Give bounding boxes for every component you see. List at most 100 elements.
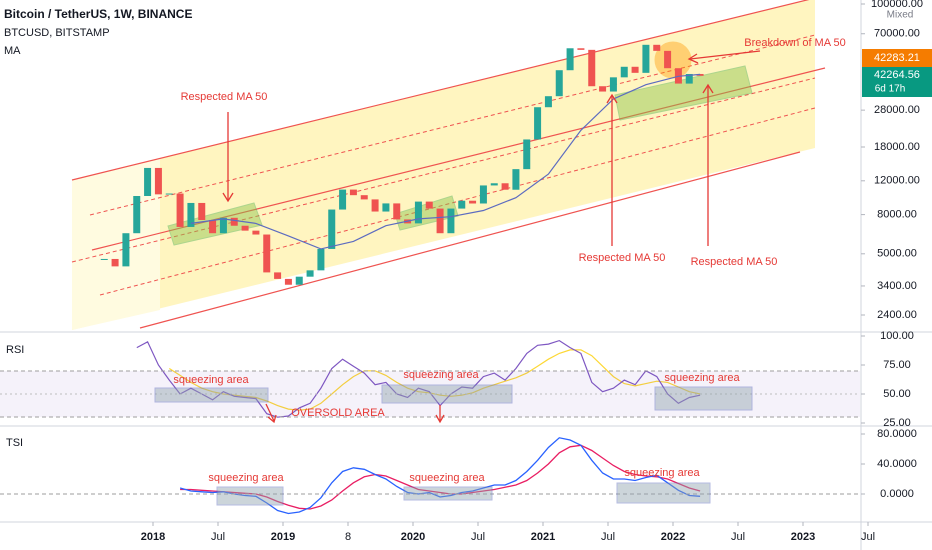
candle [144,167,152,196]
candle [230,217,238,226]
candle [512,169,520,190]
candle [544,96,552,108]
value-tick-label: 12000.00 [874,175,920,187]
annotation: Respected MA 50 [181,91,268,103]
value-tick-label: 3400.00 [877,280,917,292]
candle [566,48,574,71]
compare-price: 42283.21 [874,52,920,64]
candle [165,193,173,195]
candle [479,185,487,204]
candle [555,70,563,97]
channel-bottom [139,151,801,329]
candle [219,217,227,234]
candle [295,276,303,285]
candle [263,234,271,273]
time-tick-label: 8 [345,531,351,543]
candle [588,49,596,87]
time-tick-label: 2020 [401,531,425,543]
tsi-line [179,437,701,515]
arrows [222,50,761,424]
value-tick-label: 25.00 [883,417,911,429]
pane-label: TSI [6,437,23,449]
annotation: Respected MA 50 [691,256,778,268]
value-tick-label: 18000.00 [874,141,920,153]
time-tick-label: 2022 [661,531,685,543]
candle [631,66,639,73]
indicator-label: MA [4,45,21,57]
candle [187,202,195,227]
candle [469,200,477,204]
candle [371,199,379,212]
candle [328,209,336,249]
candle [209,219,217,234]
candle [360,195,368,200]
value-tick-label: 28000.00 [874,104,920,116]
candle [393,203,401,220]
candle [133,196,141,234]
annotation: squeezing area [409,472,485,484]
time-tick-label: 2018 [141,531,165,543]
candle [642,44,650,73]
breakdown-circle [654,41,692,79]
value-tick-label: 5000.00 [877,248,917,260]
candle [664,50,672,69]
candle [534,107,542,140]
time-tick-label: 2023 [791,531,815,543]
value-tick-label: 2400.00 [877,309,917,321]
annotation: Breakdown of MA 50 [744,37,846,49]
value-tick-label: 0.0000 [880,488,914,500]
squeeze-box [381,384,513,404]
candle [154,167,162,195]
last-price-tag [862,67,932,97]
candle [284,278,292,285]
annotation: squeezing area [624,467,700,479]
compare-price-tag [862,49,932,67]
candle [609,77,617,92]
candle [349,189,357,196]
annotation: squeezing area [173,374,249,386]
rsi-line [136,339,701,418]
candle [685,73,693,84]
time-tick-label: 2019 [271,531,295,543]
channel-top [71,0,810,181]
candle [501,183,509,190]
pane-label: RSI [6,344,24,356]
time-tick-label: 2021 [531,531,555,543]
rsi-ma-line [168,349,701,411]
candle [436,208,444,234]
candle [306,270,314,277]
value-tick-label: 50.00 [883,388,911,400]
candle [241,225,249,231]
annotation: Respected MA 50 [579,252,666,264]
value-tick-label: 8000.00 [877,209,917,221]
candle [317,248,325,271]
candle [653,44,661,51]
scale-mode[interactable]: Mixed [887,10,914,21]
candle [100,258,108,260]
compare-symbol: BTCUSD, BITSTAMP [4,27,110,39]
value-tick-label: 80.0000 [877,428,917,440]
candle [339,189,347,210]
value-tick-label: 100000.00 [871,0,923,10]
time-tick-label: Jul [861,531,875,543]
annotation: squeezing area [403,369,479,381]
time-tick-label: Jul [211,531,225,543]
annotation: OVERSOLD AREA [291,407,385,419]
candle [490,183,498,186]
candle [599,86,607,92]
squeeze-box [654,386,753,411]
candle [198,202,206,220]
countdown: 6d 17h [875,84,906,95]
squeeze-box [154,387,269,403]
candle [252,230,260,235]
squeeze-box [616,482,711,504]
time-tick-label: Jul [601,531,615,543]
channel-fill [72,0,815,330]
candle [382,203,390,212]
ma50-line [190,73,701,250]
candle [458,200,466,209]
candle [523,139,531,170]
annotation: squeezing area [664,372,740,384]
value-tick-label: 75.00 [883,359,911,371]
